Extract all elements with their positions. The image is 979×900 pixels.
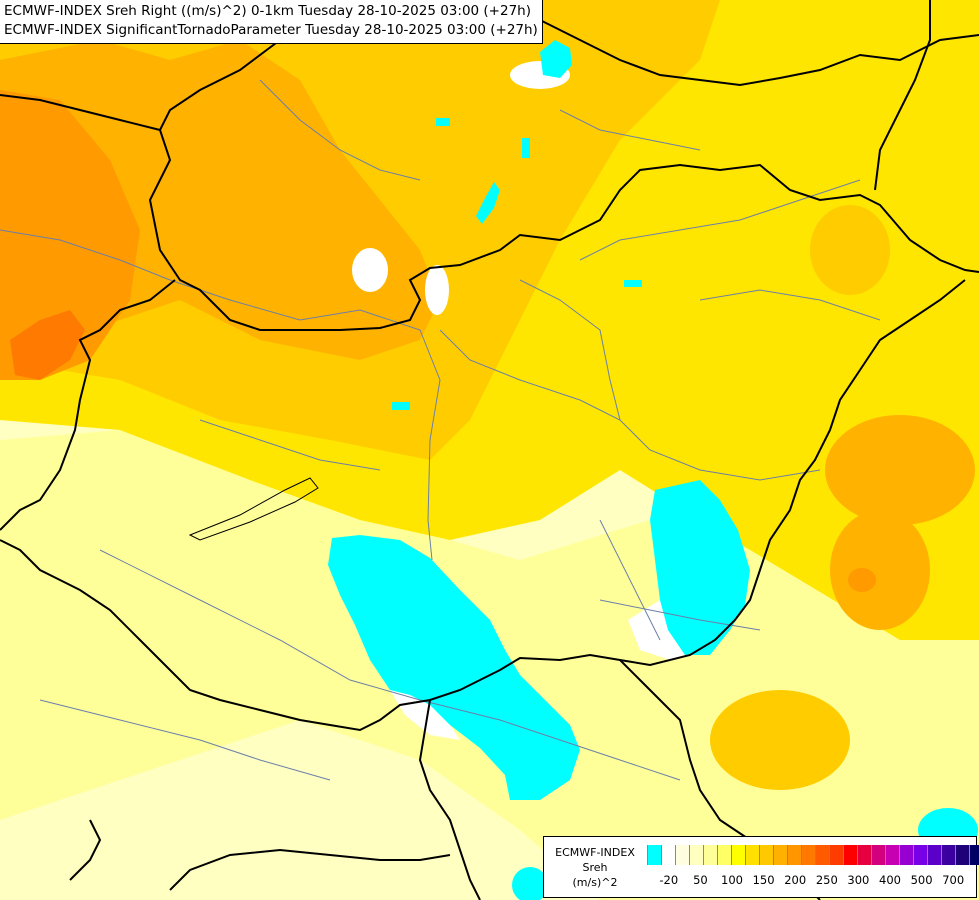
field-cyan-dot-2: [624, 280, 642, 287]
lake-outline: [188, 477, 319, 541]
legend-swatch: [647, 845, 661, 865]
legend-swatch: [815, 845, 829, 865]
legend-title-line-2: Sreh: [582, 861, 608, 874]
field-white-spot-2: [425, 265, 449, 315]
legend-tick-label: 300: [847, 873, 870, 887]
field-gold-north-east: [810, 205, 890, 295]
legend-swatch: [969, 845, 979, 865]
legend-swatch: [941, 845, 955, 865]
field-cyan-east: [650, 480, 750, 655]
legend-swatch: [829, 845, 843, 865]
legend-title-line-1: ECMWF-INDEX: [555, 846, 635, 859]
map-header: ECMWF-INDEX Sreh Right ((m/s)^2) 0-1km T…: [0, 0, 543, 44]
legend-tick-label: 500: [910, 873, 933, 887]
legend-title-line-3: (m/s)^2: [572, 876, 618, 889]
title-line-2: ECMWF-INDEX SignificantTornadoParameter …: [4, 22, 538, 38]
legend-tick-label: 50: [693, 873, 708, 887]
legend-swatch: [871, 845, 885, 865]
legend-tick-label: -20: [659, 873, 679, 887]
field-cyan-dot: [522, 138, 530, 158]
legend-swatch: [759, 845, 773, 865]
legend-swatch: [843, 845, 857, 865]
legend-swatch: [913, 845, 927, 865]
legend-swatch: [689, 845, 703, 865]
field-cyan-dot-4: [436, 118, 450, 126]
title-line-1: ECMWF-INDEX Sreh Right ((m/s)^2) 0-1km T…: [4, 3, 531, 19]
legend-swatch: [885, 845, 899, 865]
legend-swatch: [661, 845, 675, 865]
field-cyan-dot-3: [392, 402, 410, 410]
field-orange-spot: [848, 568, 876, 592]
field-white-patch-2: [390, 690, 460, 740]
field-amber-east: [825, 415, 975, 525]
field-cyan-south: [328, 535, 580, 800]
legend-swatch: [703, 845, 717, 865]
field-cyan-streak: [476, 182, 500, 224]
legend-tick-label: 700: [942, 873, 965, 887]
field-amber-south-east: [830, 510, 930, 630]
legend-swatch: [773, 845, 787, 865]
field-dark-orange: [10, 310, 85, 380]
legend-swatch: [731, 845, 745, 865]
legend-tick-label: 100: [721, 873, 743, 887]
legend-tick-label: 250: [815, 873, 838, 887]
legend-swatch: [857, 845, 871, 865]
legend-swatch: [787, 845, 801, 865]
legend-tick-label: 400: [879, 873, 901, 887]
legend-title: ECMWF-INDEX Sreh (m/s)^2: [548, 845, 642, 890]
legend-swatch: [717, 845, 731, 865]
field-gold-south: [710, 690, 850, 790]
legend-swatch: [927, 845, 941, 865]
legend-tick-label: 150: [752, 873, 775, 887]
legend-swatch: [955, 845, 969, 865]
legend-swatch: [675, 845, 689, 865]
color-legend: ECMWF-INDEX Sreh (m/s)^2 -20 50 100 150 200 2…: [543, 836, 979, 898]
rivers: [0, 79, 881, 781]
field-orange: [0, 90, 140, 380]
field-cyan-north: [540, 40, 572, 78]
field-white-spot: [352, 248, 388, 292]
field-cyan-bottom: [512, 867, 548, 900]
legend-tick-label: 200: [784, 873, 807, 887]
legend-swatch: [745, 845, 759, 865]
legend-swatch: [801, 845, 815, 865]
legend-swatch: [899, 845, 913, 865]
